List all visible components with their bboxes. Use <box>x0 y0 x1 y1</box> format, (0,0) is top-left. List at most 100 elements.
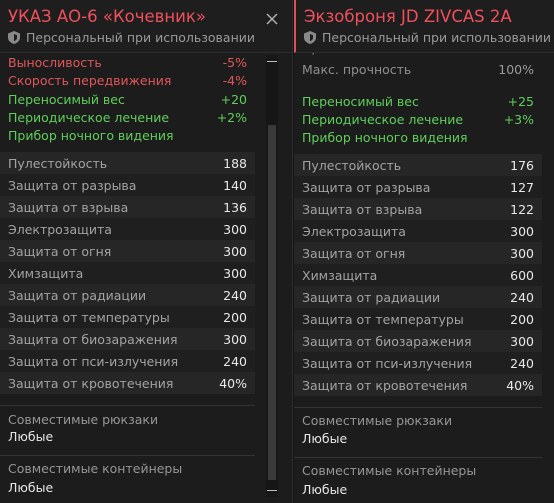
compat-value: Любые <box>8 429 54 444</box>
separator <box>294 407 542 408</box>
stat-label: Защита от взрыва <box>302 201 423 217</box>
stat-label: Скорость передвижения <box>8 72 172 88</box>
stat-value: 300 <box>223 221 247 237</box>
stat-value: +2% <box>216 109 247 125</box>
stat-row: Химзащита 300 <box>0 262 255 284</box>
compat-label: Совместимые рюкзаки <box>302 413 453 428</box>
stat-value: 300 <box>223 331 247 347</box>
item-panel: УКАЗ АО-6 «Кочевник» Персональный при ис… <box>0 0 293 503</box>
stat-row: Защита от температуры 200 <box>0 306 255 328</box>
stat-row: Защита от температуры 200 <box>294 308 542 330</box>
stat-label: Защита от биозаражения <box>302 333 472 349</box>
stat-value: 240 <box>510 355 534 371</box>
stat-row: Защита от пси-излучения 240 <box>0 350 255 372</box>
stat-row: Переносимый вес +20 <box>0 90 255 108</box>
stat-value: 300 <box>223 243 247 259</box>
stat-value: 600 <box>510 267 534 283</box>
close-button[interactable] <box>266 13 278 25</box>
stat-row: Электрозащита 300 <box>0 218 255 240</box>
stat-row: Скорость передвижения -4% <box>0 71 255 89</box>
stat-label: Химзащита <box>302 267 378 283</box>
stat-label: Защита от взрыва <box>8 199 129 215</box>
stat-value: 300 <box>510 333 534 349</box>
separator <box>0 455 255 456</box>
item-title: Экзоброня JD ZIVCAS 2A <box>304 7 512 26</box>
stat-row: Пулестойкость 176 <box>294 154 542 176</box>
stat-row: Периодическое лечение +2% <box>0 108 255 126</box>
stat-value: 140 <box>223 177 247 193</box>
stat-row: Защита от огня 300 <box>294 242 542 264</box>
stat-label: Защита от кровотечения <box>302 377 468 393</box>
stat-label: Защита от пси-излучения <box>8 353 179 369</box>
stat-row: Защита от разрыва 127 <box>294 176 542 198</box>
compat-value: Любые <box>302 431 348 446</box>
stat-label: Переносимый вес <box>302 93 419 109</box>
item-subtitle: Персональный при использовании <box>322 30 551 45</box>
compat-value: Любые <box>8 480 54 495</box>
stat-label: Защита от разрыва <box>8 177 137 193</box>
compat-value: Любые <box>302 482 348 497</box>
stat-value: -4% <box>222 72 247 88</box>
stat-label: Защита от температуры <box>302 311 464 327</box>
stat-label: Защита от радиации <box>8 287 147 303</box>
stat-row: Защита от взрыва 136 <box>0 196 255 218</box>
stat-value: 300 <box>510 245 534 261</box>
stat-value: 240 <box>510 289 534 305</box>
stat-row: Защита от биозаражения 300 <box>0 328 255 350</box>
compat-label: Совместимые рюкзаки <box>8 412 159 427</box>
stat-label: Электрозащита <box>8 221 112 237</box>
stat-value: -5% <box>222 54 247 70</box>
stat-label: Выносливость <box>8 54 102 70</box>
stat-label: Защита от кровотечения <box>8 375 174 391</box>
stat-value: +25 <box>507 93 534 109</box>
stat-value: 40% <box>506 377 534 393</box>
stat-label: Прибор ночного видения <box>302 129 468 145</box>
stat-label: Химзащита <box>8 265 84 281</box>
stat-label: Защита от биозаражения <box>8 331 178 347</box>
scrollbar[interactable] <box>266 55 278 497</box>
stat-row: Защита от кровотечения 40% <box>0 372 255 394</box>
stat-label: Макс. прочность <box>302 61 412 77</box>
stat-row: Макс. прочность 100% <box>294 58 542 80</box>
stat-list: Прочность100%Макс. прочность100%Переноси… <box>294 40 542 503</box>
panel-header: УКАЗ АО-6 «Кочевник» Персональный при ис… <box>0 0 292 53</box>
stat-row: Защита от огня 300 <box>0 240 255 262</box>
stat-label: Периодическое лечение <box>8 109 170 125</box>
stat-value: 300 <box>510 223 534 239</box>
stat-row: Выносливость -5% <box>0 53 255 71</box>
stat-label: Защита от температуры <box>8 309 170 325</box>
separator <box>294 457 542 458</box>
stat-row: Химзащита 600 <box>294 264 542 286</box>
stat-value: 100% <box>498 61 534 77</box>
stat-row: Защита от кровотечения 40% <box>294 374 542 396</box>
stat-value: 200 <box>223 309 247 325</box>
stat-value: +3% <box>503 111 534 127</box>
stat-value: 240 <box>223 287 247 303</box>
stat-label: Защита от огня <box>8 243 112 259</box>
compat-label: Совместимые контейнеры <box>8 461 183 476</box>
stat-value: +20 <box>220 91 247 107</box>
stat-value: 40% <box>219 375 247 391</box>
stat-row: Защита от радиации 240 <box>0 284 255 306</box>
stat-label: Защита от радиации <box>302 289 441 305</box>
stat-row: Защита от разрыва 140 <box>0 174 255 196</box>
stat-list: Выносливость -5% Скорость передвижения -4% П… <box>0 52 255 503</box>
stat-row: Периодическое лечение +3% <box>294 110 542 128</box>
stat-label: Защита от огня <box>302 245 406 261</box>
stat-row: Электрозащита 300 <box>294 220 542 242</box>
shield-icon <box>8 31 20 44</box>
stat-label: Пулестойкость <box>8 155 108 171</box>
shield-icon <box>304 31 316 44</box>
stat-value: 240 <box>223 353 247 369</box>
stat-value: 176 <box>510 157 534 173</box>
item-subtitle: Персональный при использовании <box>26 30 255 45</box>
stat-value: 300 <box>223 265 247 281</box>
stat-value: 127 <box>510 179 534 195</box>
stat-label: Переносимый вес <box>8 91 125 107</box>
stat-value: 136 <box>223 199 247 215</box>
stat-row: Переносимый вес +25 <box>294 92 542 110</box>
stat-row: Защита от радиации 240 <box>294 286 542 308</box>
compat-label: Совместимые контейнеры <box>302 463 477 478</box>
stat-value: 200 <box>510 311 534 327</box>
